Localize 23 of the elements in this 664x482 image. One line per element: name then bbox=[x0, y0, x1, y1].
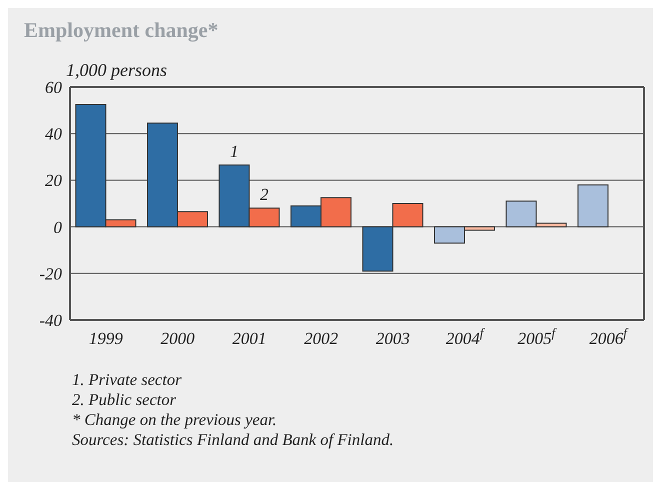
y-tick-label: 40 bbox=[45, 124, 62, 144]
x-tick-label: 2006$^{f}$ bbox=[589, 326, 630, 348]
series-label: 2 bbox=[260, 185, 269, 204]
series-label: 1 bbox=[230, 142, 238, 162]
y-tick-label: 0 bbox=[54, 218, 62, 237]
y-tick-label: -40 bbox=[39, 311, 62, 330]
x-tick-label: 2001 bbox=[232, 329, 266, 348]
x-tick-label: 2002 bbox=[304, 329, 339, 348]
bar bbox=[577, 184, 608, 228]
chart-title: Employment change* bbox=[24, 18, 218, 43]
text: 1. Private sector bbox=[72, 370, 183, 390]
x-tick-label: 2003 bbox=[376, 329, 410, 348]
x-tick-label: 2005$^{f}$ bbox=[518, 326, 558, 348]
x-tick-label: 1999 bbox=[88, 329, 124, 348]
text: 2. Public sector bbox=[72, 390, 178, 410]
y-tick-label: -20 bbox=[39, 264, 62, 284]
source-note: Sources: Statistics Finland and Bank of Finland. bbox=[72, 430, 394, 450]
y-tick-label: 60 bbox=[45, 78, 62, 98]
x-tick-label: 2000 bbox=[160, 329, 196, 348]
y-tick-label: 20 bbox=[45, 171, 62, 190]
x-tick-label: 2004$^{f}$ bbox=[446, 326, 486, 348]
y-axis-title: 1,000 persons bbox=[66, 60, 168, 81]
text: * Change on the previous year. bbox=[72, 410, 278, 430]
